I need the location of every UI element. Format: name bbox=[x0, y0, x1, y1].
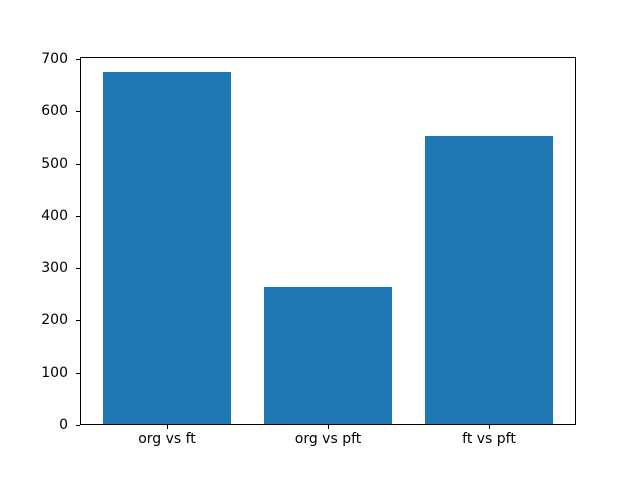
plot-area bbox=[80, 57, 576, 425]
y-tick-label: 500 bbox=[41, 156, 68, 172]
y-tick-mark bbox=[76, 373, 80, 374]
x-tick-mark bbox=[167, 425, 168, 429]
y-tick-mark bbox=[76, 268, 80, 269]
y-tick-mark bbox=[76, 425, 80, 426]
y-tick-label: 100 bbox=[41, 365, 68, 381]
y-tick-mark bbox=[76, 164, 80, 165]
y-tick-label: 400 bbox=[41, 208, 68, 224]
bar-ft-vs-pft bbox=[424, 136, 554, 424]
x-tick-label: org vs pft bbox=[294, 431, 362, 447]
x-tick-label: org vs ft bbox=[138, 431, 196, 447]
bar-org-vs-ft bbox=[102, 72, 232, 424]
y-tick-label: 600 bbox=[41, 103, 68, 119]
y-tick-mark bbox=[76, 216, 80, 217]
y-tick-label: 0 bbox=[59, 417, 68, 433]
y-tick-mark bbox=[76, 59, 80, 60]
x-tick-label: ft vs pft bbox=[462, 431, 516, 447]
bar-org-vs-pft bbox=[263, 287, 393, 424]
y-tick-mark bbox=[76, 320, 80, 321]
y-tick-label: 300 bbox=[41, 260, 68, 276]
y-tick-label: 700 bbox=[41, 51, 68, 67]
y-tick-label: 200 bbox=[41, 312, 68, 328]
x-tick-mark bbox=[328, 425, 329, 429]
y-tick-mark bbox=[76, 111, 80, 112]
x-tick-mark bbox=[489, 425, 490, 429]
